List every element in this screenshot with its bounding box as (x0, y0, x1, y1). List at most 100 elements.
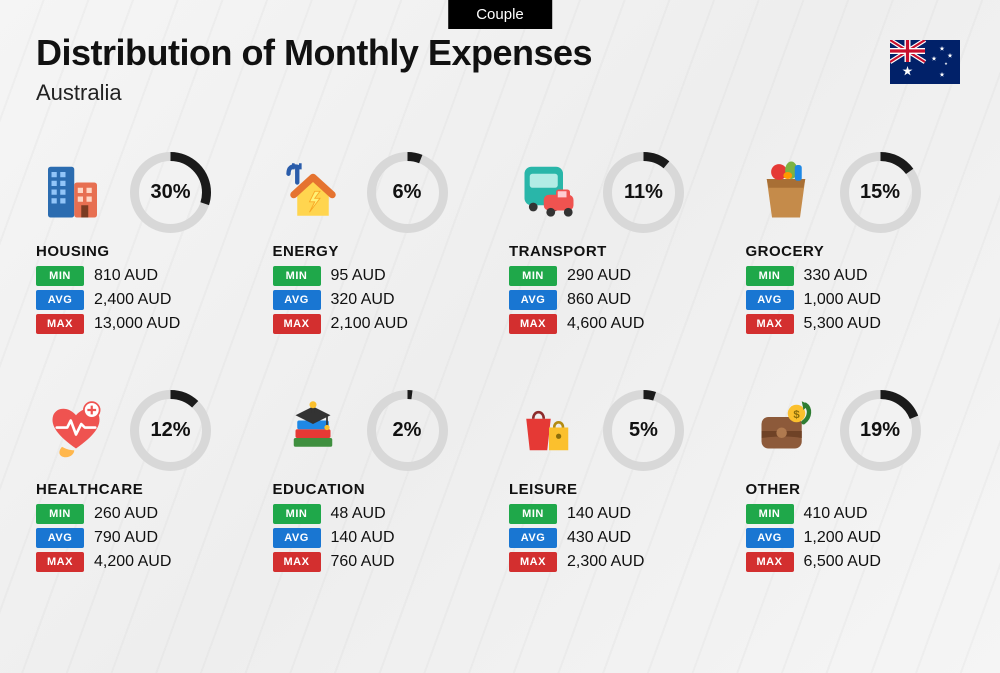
category-name: ENERGY (273, 243, 492, 260)
percentage-donut: 12% (128, 388, 213, 473)
percentage-donut: 30% (128, 150, 213, 235)
min-badge: MIN (509, 266, 557, 286)
percentage-value: 5% (601, 388, 686, 473)
percentage-donut: 19% (838, 388, 923, 473)
expense-card-housing: 30% HOUSING MIN 810 AUD AVG 2,400 AUD MA… (36, 150, 255, 338)
category-name: OTHER (746, 481, 965, 498)
avg-value: 1,000 AUD (804, 291, 881, 309)
max-value: 4,600 AUD (567, 315, 644, 333)
category-name: TRANSPORT (509, 243, 728, 260)
max-value: 4,200 AUD (94, 553, 171, 571)
max-row: MAX 13,000 AUD (36, 314, 255, 334)
min-row: MIN 140 AUD (509, 504, 728, 524)
percentage-value: 2% (365, 388, 450, 473)
min-row: MIN 48 AUD (273, 504, 492, 524)
avg-row: AVG 1,000 AUD (746, 290, 965, 310)
percentage-donut: 6% (365, 150, 450, 235)
max-value: 760 AUD (331, 553, 395, 571)
min-row: MIN 810 AUD (36, 266, 255, 286)
avg-badge: AVG (36, 290, 84, 310)
category-name: EDUCATION (273, 481, 492, 498)
other-icon: $ (746, 391, 826, 471)
avg-badge: AVG (273, 528, 321, 548)
min-badge: MIN (746, 266, 794, 286)
max-row: MAX 2,100 AUD (273, 314, 492, 334)
expense-card-healthcare: 12% HEALTHCARE MIN 260 AUD AVG 790 AUD M… (36, 388, 255, 576)
avg-badge: AVG (746, 528, 794, 548)
min-value: 330 AUD (804, 267, 868, 285)
min-value: 140 AUD (567, 505, 631, 523)
category-name: HEALTHCARE (36, 481, 255, 498)
percentage-value: 12% (128, 388, 213, 473)
expense-card-grocery: 15% GROCERY MIN 330 AUD AVG 1,000 AUD MA… (746, 150, 965, 338)
percentage-value: 15% (838, 150, 923, 235)
page-subtitle: Australia (36, 80, 964, 106)
max-badge: MAX (746, 314, 794, 334)
australia-flag-icon (890, 40, 960, 84)
education-icon (273, 391, 353, 471)
header: Distribution of Monthly Expenses Austral… (36, 32, 964, 106)
max-badge: MAX (36, 552, 84, 572)
max-value: 5,300 AUD (804, 315, 881, 333)
avg-value: 790 AUD (94, 529, 158, 547)
expense-card-other: $ 19% OTHER MIN 410 AUD AVG 1,200 AUD MA… (746, 388, 965, 576)
min-badge: MIN (273, 266, 321, 286)
grocery-icon (746, 153, 826, 233)
max-badge: MAX (36, 314, 84, 334)
max-row: MAX 2,300 AUD (509, 552, 728, 572)
min-badge: MIN (36, 266, 84, 286)
max-badge: MAX (509, 314, 557, 334)
category-name: GROCERY (746, 243, 965, 260)
percentage-donut: 15% (838, 150, 923, 235)
avg-row: AVG 860 AUD (509, 290, 728, 310)
avg-row: AVG 790 AUD (36, 528, 255, 548)
max-value: 2,300 AUD (567, 553, 644, 571)
min-value: 48 AUD (331, 505, 386, 523)
expense-grid: 30% HOUSING MIN 810 AUD AVG 2,400 AUD MA… (36, 150, 964, 576)
percentage-value: 30% (128, 150, 213, 235)
expense-card-leisure: 5% LEISURE MIN 140 AUD AVG 430 AUD MAX 2… (509, 388, 728, 576)
category-name: LEISURE (509, 481, 728, 498)
transport-icon (509, 153, 589, 233)
min-row: MIN 330 AUD (746, 266, 965, 286)
min-row: MIN 95 AUD (273, 266, 492, 286)
category-name: HOUSING (36, 243, 255, 260)
avg-badge: AVG (273, 290, 321, 310)
demographic-tag: Couple (448, 0, 552, 29)
avg-value: 2,400 AUD (94, 291, 171, 309)
min-row: MIN 260 AUD (36, 504, 255, 524)
min-value: 95 AUD (331, 267, 386, 285)
page-title: Distribution of Monthly Expenses (36, 32, 964, 74)
housing-icon (36, 153, 116, 233)
svg-text:$: $ (793, 408, 800, 420)
avg-value: 1,200 AUD (804, 529, 881, 547)
percentage-value: 19% (838, 388, 923, 473)
max-badge: MAX (273, 552, 321, 572)
max-badge: MAX (273, 314, 321, 334)
avg-badge: AVG (509, 290, 557, 310)
avg-value: 320 AUD (331, 291, 395, 309)
max-value: 2,100 AUD (331, 315, 408, 333)
avg-badge: AVG (509, 528, 557, 548)
avg-badge: AVG (36, 528, 84, 548)
max-row: MAX 6,500 AUD (746, 552, 965, 572)
max-badge: MAX (509, 552, 557, 572)
avg-value: 140 AUD (331, 529, 395, 547)
min-badge: MIN (273, 504, 321, 524)
min-value: 410 AUD (804, 505, 868, 523)
expense-card-energy: 6% ENERGY MIN 95 AUD AVG 320 AUD MAX 2,1… (273, 150, 492, 338)
percentage-value: 6% (365, 150, 450, 235)
avg-row: AVG 2,400 AUD (36, 290, 255, 310)
max-value: 13,000 AUD (94, 315, 180, 333)
expense-card-transport: 11% TRANSPORT MIN 290 AUD AVG 860 AUD MA… (509, 150, 728, 338)
min-value: 260 AUD (94, 505, 158, 523)
min-badge: MIN (36, 504, 84, 524)
percentage-donut: 2% (365, 388, 450, 473)
max-row: MAX 4,200 AUD (36, 552, 255, 572)
min-value: 810 AUD (94, 267, 158, 285)
avg-row: AVG 430 AUD (509, 528, 728, 548)
percentage-value: 11% (601, 150, 686, 235)
min-row: MIN 290 AUD (509, 266, 728, 286)
avg-row: AVG 320 AUD (273, 290, 492, 310)
max-badge: MAX (746, 552, 794, 572)
